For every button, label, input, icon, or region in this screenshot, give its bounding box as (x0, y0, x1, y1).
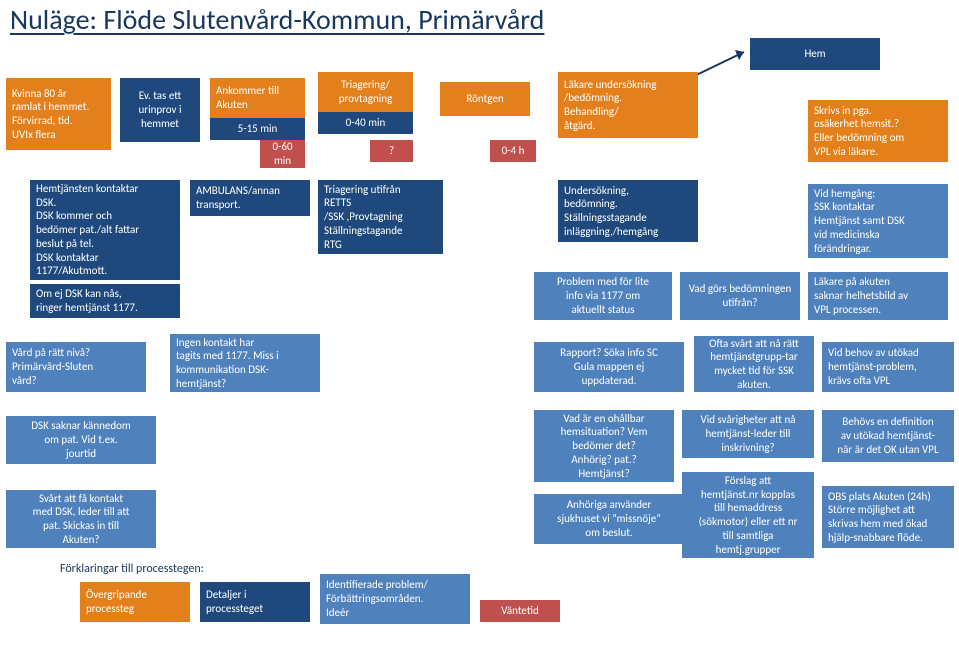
box-r1e: Röntgen (440, 82, 530, 116)
box-leg4: Väntetid (480, 600, 560, 622)
box-leg3: Identifierade problem/Förbättringsområde… (320, 574, 470, 624)
box-r1d_sub: ? (370, 140, 413, 162)
box-r2a: Hemtjänsten kontaktarDSK.DSK kommer ochb… (30, 180, 180, 280)
box-r2b: AMBULANS/annantransport. (190, 180, 310, 216)
box-r1c_sub: 0-60min (260, 140, 305, 168)
box-r2f: Om ej DSK kan nås,ringer hemtjänst 1177. (30, 284, 180, 318)
box-r4d: Behövs en definitionav utökad hemtjänst-… (822, 410, 954, 462)
box-leg1: Övergripandeprocessteg (80, 582, 190, 622)
box-r2g: Problem med för liteinfo via 1177 omaktu… (534, 272, 672, 320)
box-r3d: Ofta svårt att nå rätthemtjänstgrupp-tar… (694, 336, 814, 392)
box-r5a: Svårt att få kontaktmed DSK, leder till … (6, 490, 156, 548)
box-r2i: Läkare på akutensaknar helhetsbild avVPL… (808, 272, 948, 320)
box-r4c: Vid svårigheter att nåhemtjänst-leder ti… (682, 410, 814, 458)
box-r5d: OBS plats Akuten (24h)Större möjlighet a… (822, 486, 954, 548)
box-r3c: Rapport? Söka info SCGula mappen ejuppda… (534, 342, 684, 392)
page-title: Nuläge: Flöde Slutenvård-Kommun, Primärv… (10, 2, 544, 37)
box-leg2: Detaljer iprocessteget (200, 582, 310, 622)
box-r5b: Anhöriga användersjukhuset vi ”missnöje”… (534, 494, 684, 544)
box-r1b: Ev. tas etturinprov ihemmet (120, 78, 200, 142)
box-r1d_top: Triagering/provtagning (318, 72, 413, 112)
box-r3e: Vid behov av utökadhemtjänst-problem,krä… (822, 342, 954, 392)
box-r1a: Kvinna 80 årramlat i hemmet.Förvirrad, t… (6, 78, 111, 150)
box-r1c_bot: 5-15 min (210, 118, 305, 140)
box-r5c: Förslag atthemtjänst.nr kopplastill hema… (682, 472, 814, 558)
legend-heading: Förklaringar till processtegen: (60, 562, 204, 576)
box-r4b: Vad är en ohållbarhemsituation? Vembedöm… (534, 410, 674, 482)
box-r3b: Ingen kontakt hartagits med 1177. Miss i… (170, 334, 320, 392)
box-r2h: Vad görs bedömningenutifrån? (680, 272, 800, 320)
box-r3a: Vård på rätt nivå?Primärvård-Slutenvård? (6, 342, 146, 392)
box-r1c_top: Ankommer tillAkuten (210, 78, 305, 118)
box-r2e: Vid hemgång:SSK kontaktarHemtjänst samt … (808, 184, 948, 258)
box-r1f: Läkare undersökning/bedömning.Behandling… (558, 72, 698, 138)
box-r2c: Triagering utifrånRETTS/SSK ,Provtagning… (318, 180, 443, 254)
box-r4a: DSK saknar kännedomom pat. Vid t.ex.jour… (6, 416, 156, 464)
box-r1g: Skrivs in pga.osäkerhet hemsit.?Eller be… (808, 100, 948, 162)
box-hem: Hem (750, 38, 880, 70)
box-r1e_sub: 0-4 h (490, 140, 536, 162)
box-r2d: Undersökning,bedömning.Ställningsstagand… (558, 180, 698, 242)
box-r1d_bot: 0-40 min (318, 112, 413, 134)
